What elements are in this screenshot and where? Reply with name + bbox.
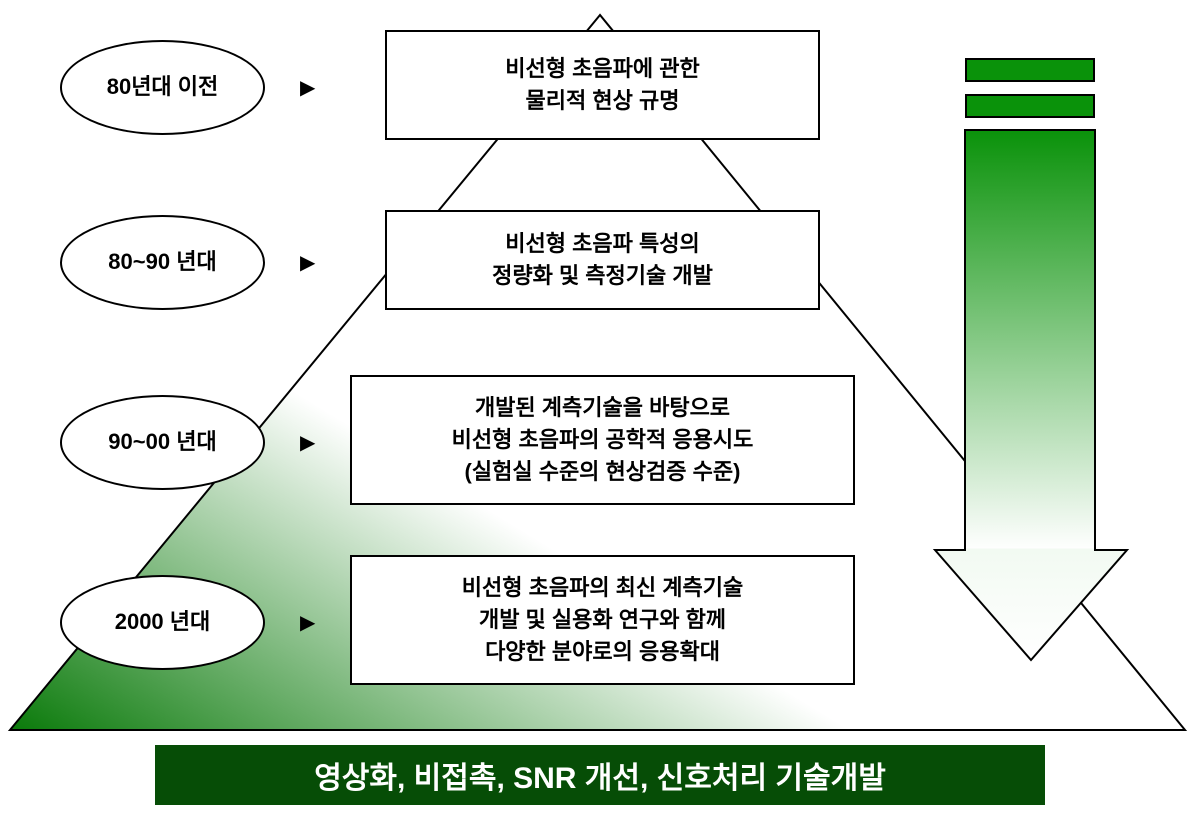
- era-label: 2000 년대: [115, 608, 211, 637]
- pointer-icon: ▶: [300, 610, 315, 635]
- era-label: 80년대 이전: [107, 73, 219, 102]
- era-ellipse-3: 90~00 년대: [60, 395, 265, 490]
- pointer-icon: ▶: [300, 430, 315, 455]
- box-text: 개발된 계측기술을 바탕으로 비선형 초음파의 공학적 응용시도 (실험실 수준…: [452, 392, 754, 488]
- box-text: 비선형 초음파 특성의 정량화 및 측정기술 개발: [492, 228, 713, 292]
- era-label: 80~90 년대: [108, 248, 216, 277]
- era-label: 90~00 년대: [108, 428, 216, 457]
- era-ellipse-2: 80~90 년대: [60, 215, 265, 310]
- arrow-shaft: [965, 130, 1095, 550]
- box-text: 비선형 초음파의 최신 계측기술 개발 및 실용화 연구와 함께 다양한 분야로…: [462, 572, 743, 668]
- era-ellipse-1: 80년대 이전: [60, 40, 265, 135]
- diagram-canvas: 80년대 이전 80~90 년대 90~00 년대 2000 년대 ▶ ▶ ▶ …: [0, 0, 1195, 826]
- bottom-summary-bar: 영상화, 비접촉, SNR 개선, 신호처리 기술개발: [155, 745, 1045, 805]
- description-box-4: 비선형 초음파의 최신 계측기술 개발 및 실용화 연구와 함께 다양한 분야로…: [350, 555, 855, 685]
- description-box-3: 개발된 계측기술을 바탕으로 비선형 초음파의 공학적 응용시도 (실험실 수준…: [350, 375, 855, 505]
- arrow-top-bar-1: [965, 58, 1095, 82]
- pointer-icon: ▶: [300, 250, 315, 275]
- description-box-2: 비선형 초음파 특성의 정량화 및 측정기술 개발: [385, 210, 820, 310]
- description-box-1: 비선형 초음파에 관한 물리적 현상 규명: [385, 30, 820, 140]
- era-ellipse-4: 2000 년대: [60, 575, 265, 670]
- box-text: 비선형 초음파에 관한 물리적 현상 규명: [505, 53, 699, 117]
- arrow-top-bar-2: [965, 94, 1095, 118]
- pointer-icon: ▶: [300, 75, 315, 100]
- bottom-bar-text: 영상화, 비접촉, SNR 개선, 신호처리 기술개발: [314, 753, 886, 797]
